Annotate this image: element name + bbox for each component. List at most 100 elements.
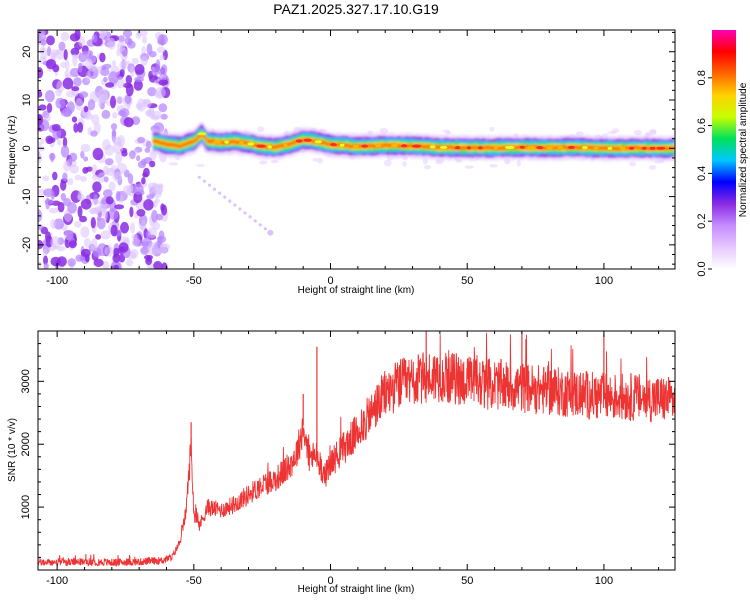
noise-blob (105, 82, 115, 88)
noise-blob (79, 215, 87, 223)
y-tick-label: 20 (21, 46, 33, 58)
colorbar-tick-label: 0.8 (696, 70, 708, 85)
noise-blob (112, 141, 124, 154)
noise-blob (115, 96, 124, 104)
noise-blob (135, 31, 142, 39)
ridge-hotspots (197, 132, 666, 150)
noise-blob (56, 139, 62, 146)
noise-blob (149, 160, 156, 168)
hotspot (303, 138, 312, 142)
noise-blob (131, 57, 139, 65)
noise-blob (143, 199, 154, 211)
noise-blob (142, 99, 152, 108)
noise-blob (125, 259, 134, 267)
faint-blob (516, 159, 521, 167)
noise-blob (135, 102, 143, 110)
noise-blob (110, 95, 116, 109)
noise-blob (45, 114, 51, 122)
noise-blob (90, 207, 97, 214)
noise-blob (73, 123, 79, 133)
x-tick-label: 0 (327, 575, 333, 587)
noise-blob (146, 194, 155, 200)
hotspot (619, 146, 626, 150)
ridge-band (152, 132, 675, 151)
noise-blob (80, 198, 92, 210)
noise-blob (131, 237, 140, 247)
noise-blob (112, 111, 118, 119)
faint-blob (316, 157, 323, 164)
diagonal-feature (197, 175, 274, 236)
noise-blob (80, 176, 87, 182)
faint-blob (489, 164, 498, 168)
noise-blob (60, 192, 66, 201)
hotspot (567, 145, 575, 149)
noise-blob (80, 226, 90, 238)
faint-blob (257, 126, 265, 133)
y-tick-label: -10 (21, 189, 33, 205)
noise-blob (82, 167, 89, 174)
snr-plot-area (38, 331, 675, 570)
noise-blob (46, 35, 55, 46)
spectrogram-content (38, 30, 675, 269)
hotspot (429, 145, 436, 149)
diagonal-point (212, 187, 217, 191)
diagonal-point (223, 195, 227, 199)
snr-y-axis-label: SNR (10 * v/v) (7, 418, 18, 482)
diagonal-point (233, 203, 237, 207)
noise-blob (67, 202, 77, 214)
noise-blob (112, 253, 121, 263)
faint-blob (312, 157, 318, 162)
noise-blob (64, 70, 70, 77)
noise-blob (86, 49, 92, 62)
colorbar-tick-label: 0.2 (696, 214, 708, 229)
diagonal-point (218, 191, 222, 195)
hotspot (256, 144, 266, 148)
noise-blob (84, 253, 90, 263)
noise-blob (103, 176, 109, 183)
noise-blob (93, 258, 104, 267)
noise-blob (60, 109, 72, 117)
hotspot (213, 140, 222, 144)
noise-blob (78, 36, 85, 47)
noise-blob (38, 141, 42, 148)
noise-blob (77, 205, 83, 218)
noise-blob (92, 174, 99, 181)
spectrogram-y-axis-label: Frequency (Hz) (7, 116, 18, 185)
noise-blob (113, 264, 119, 269)
noise-blob (136, 209, 146, 217)
noise-blob (83, 238, 91, 248)
x-tick-label: -100 (46, 575, 68, 587)
hotspot (557, 146, 564, 150)
noise-blob (99, 52, 106, 63)
noise-blob (77, 122, 84, 133)
noise-blob (91, 114, 100, 125)
diagonal-point (267, 229, 274, 236)
noise-blob (160, 113, 168, 120)
y-tick-label: 0 (21, 145, 33, 151)
faint-blob (607, 131, 617, 134)
noise-blob (79, 91, 89, 98)
faint-blob (435, 160, 444, 165)
noise-blob (68, 240, 77, 249)
noise-blob (70, 47, 80, 56)
hotspot (526, 145, 536, 150)
faint-blob (168, 162, 179, 166)
noise-blob (42, 175, 50, 182)
noise-blob (51, 124, 61, 132)
chart-title: PAZ1.2025.327.17.10.G19 (273, 1, 439, 17)
noise-blob (147, 242, 159, 256)
x-tick-label: 50 (461, 575, 473, 587)
noise-blob (133, 79, 143, 91)
noise-blob (123, 117, 134, 128)
hotspot (295, 139, 303, 143)
x-tick-label: -50 (186, 575, 202, 587)
hotspot (649, 146, 656, 150)
noise-blob (67, 178, 74, 186)
faint-blob (383, 159, 392, 167)
faint-blob (464, 165, 474, 169)
noise-blob (159, 54, 165, 61)
noise-blob (74, 174, 82, 181)
hotspot (390, 144, 398, 148)
y-tick-label: 10 (21, 94, 33, 106)
noise-blob (107, 37, 116, 50)
